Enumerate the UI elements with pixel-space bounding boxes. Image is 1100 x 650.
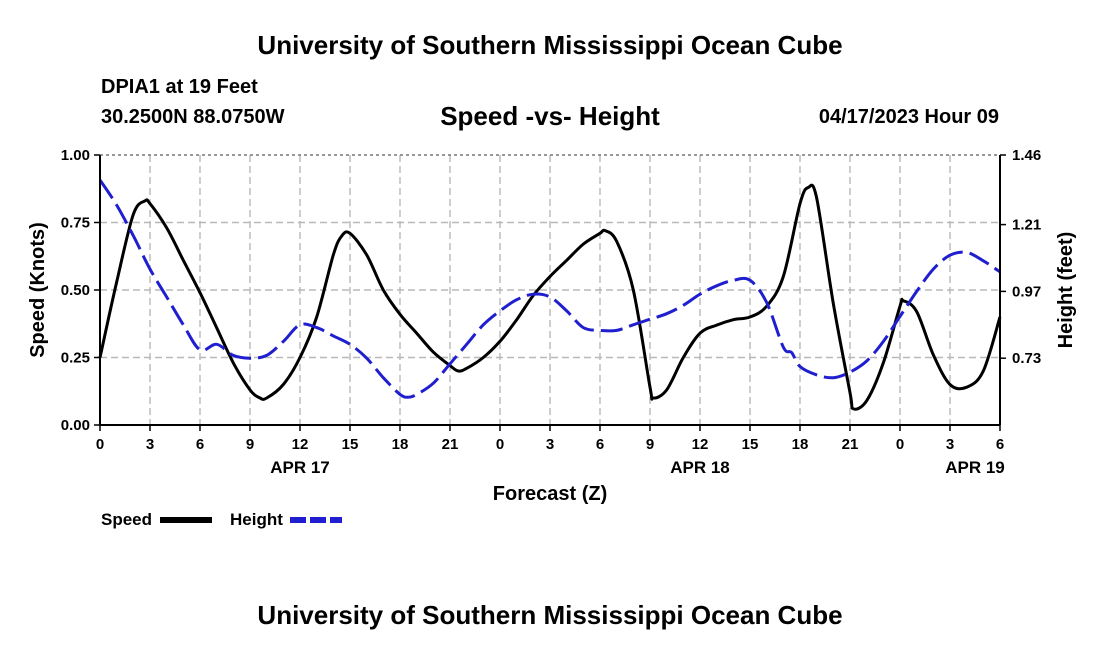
tick-labels: 0 3 6 9 12 15 18 21 0 3 6 9 12 15 18 21 0 3 6 0.00 0.25 0.50 0…: [61, 147, 1041, 477]
x-tick-label: 3: [946, 436, 954, 453]
x-tick-label: 6: [196, 436, 204, 453]
y2-axis-title: Height (feet): [1055, 232, 1077, 349]
x-tick-label: 3: [546, 436, 554, 453]
coordinates-label: 30.2500N 88.0750W: [101, 106, 285, 128]
axes: [94, 154, 1006, 431]
x-tick-label: 12: [292, 436, 309, 453]
footer-title: University of Southern Mississippi Ocean…: [257, 600, 843, 630]
y-axis-title: Speed (Knots): [27, 222, 49, 358]
legend-speed-label: Speed: [101, 510, 152, 529]
legend: Speed Height: [101, 510, 342, 529]
y2-tick-label: 0.73: [1012, 350, 1041, 367]
series-speed-line: [98, 183, 1002, 411]
y-tick-label: 0.50: [61, 282, 90, 299]
x-tick-label: 18: [392, 436, 409, 453]
main-title: University of Southern Mississippi Ocean…: [257, 30, 843, 60]
x-tick-label: 12: [692, 436, 709, 453]
y-tick-label: 0.00: [61, 417, 90, 434]
datetime-label: 04/17/2023 Hour 09: [818, 106, 999, 128]
x-tick-label: 6: [996, 436, 1004, 453]
date-label: APR 17: [270, 458, 330, 477]
y-tick-label: 0.75: [61, 215, 90, 232]
x-tick-label: 15: [342, 436, 359, 453]
y2-tick-label: 1.46: [1012, 147, 1041, 164]
date-label: APR 19: [945, 458, 1005, 477]
chart-title: Speed -vs- Height: [440, 101, 660, 131]
x-tick-label: 18: [792, 436, 809, 453]
y-tick-label: 1.00: [61, 147, 90, 164]
x-tick-label: 0: [896, 436, 904, 453]
grid: [100, 154, 1000, 425]
station-label: DPIA1 at 19 Feet: [101, 76, 258, 98]
x-tick-label: 0: [96, 436, 104, 453]
series-height-line: [98, 179, 1001, 399]
date-label: APR 18: [670, 458, 730, 477]
x-tick-label: 21: [442, 436, 459, 453]
y-tick-label: 0.25: [61, 350, 90, 367]
x-tick-label: 21: [842, 436, 859, 453]
y2-tick-label: 0.97: [1012, 283, 1041, 300]
x-tick-label: 3: [146, 436, 154, 453]
x-tick-label: 9: [246, 436, 254, 453]
x-tick-label: 15: [742, 436, 759, 453]
x-tick-label: 6: [596, 436, 604, 453]
x-tick-label: 0: [496, 436, 504, 453]
series-layer: [98, 179, 1002, 411]
y2-tick-label: 1.21: [1012, 217, 1041, 234]
x-tick-label: 9: [646, 436, 654, 453]
x-axis-title: Forecast (Z): [493, 483, 607, 505]
legend-height-label: Height: [230, 510, 283, 529]
